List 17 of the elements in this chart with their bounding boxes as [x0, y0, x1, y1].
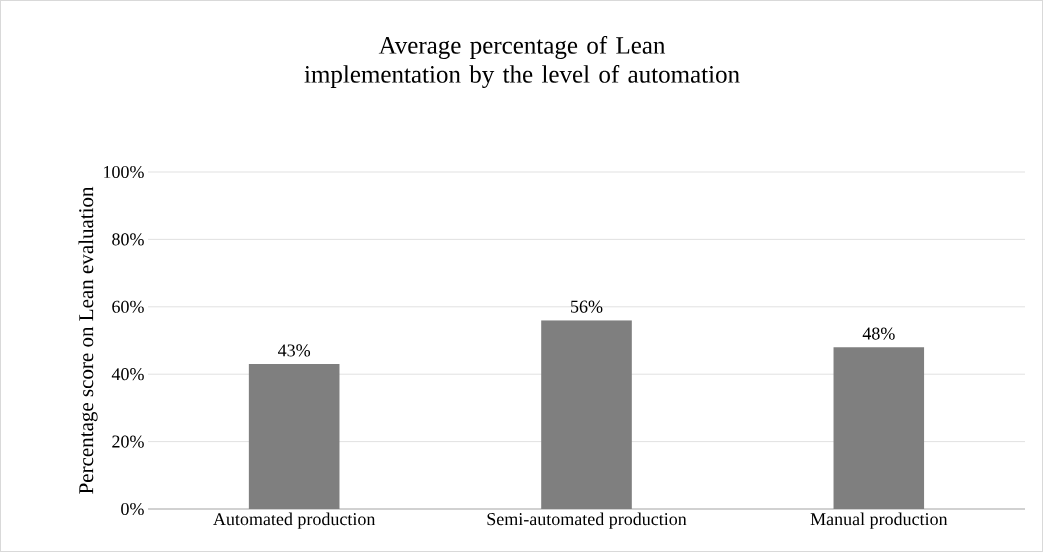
data-label: 48%	[862, 327, 895, 340]
y-tick-label: 20%	[112, 435, 144, 448]
y-tick-label: 100%	[104, 165, 144, 179]
x-tick-label: Semi-automated production	[487, 512, 687, 529]
y-axis-title: Percentage score on Lean evaluation	[78, 186, 98, 494]
data-label: 56%	[571, 300, 603, 313]
y-tick-label: 60%	[112, 300, 144, 313]
data-label: 43%	[278, 344, 311, 357]
x-tick-label: Automated production	[213, 512, 376, 529]
y-tick-label: 0%	[121, 502, 144, 516]
bar	[833, 347, 925, 509]
bar	[541, 320, 632, 509]
y-tick-label: 40%	[111, 368, 144, 381]
y-tick-label: 80%	[112, 233, 144, 246]
x-tick-label: Manual production	[810, 512, 948, 529]
bar	[248, 364, 340, 509]
chart-title: Average percentage of Lean implementation by the level of automation	[304, 36, 740, 88]
